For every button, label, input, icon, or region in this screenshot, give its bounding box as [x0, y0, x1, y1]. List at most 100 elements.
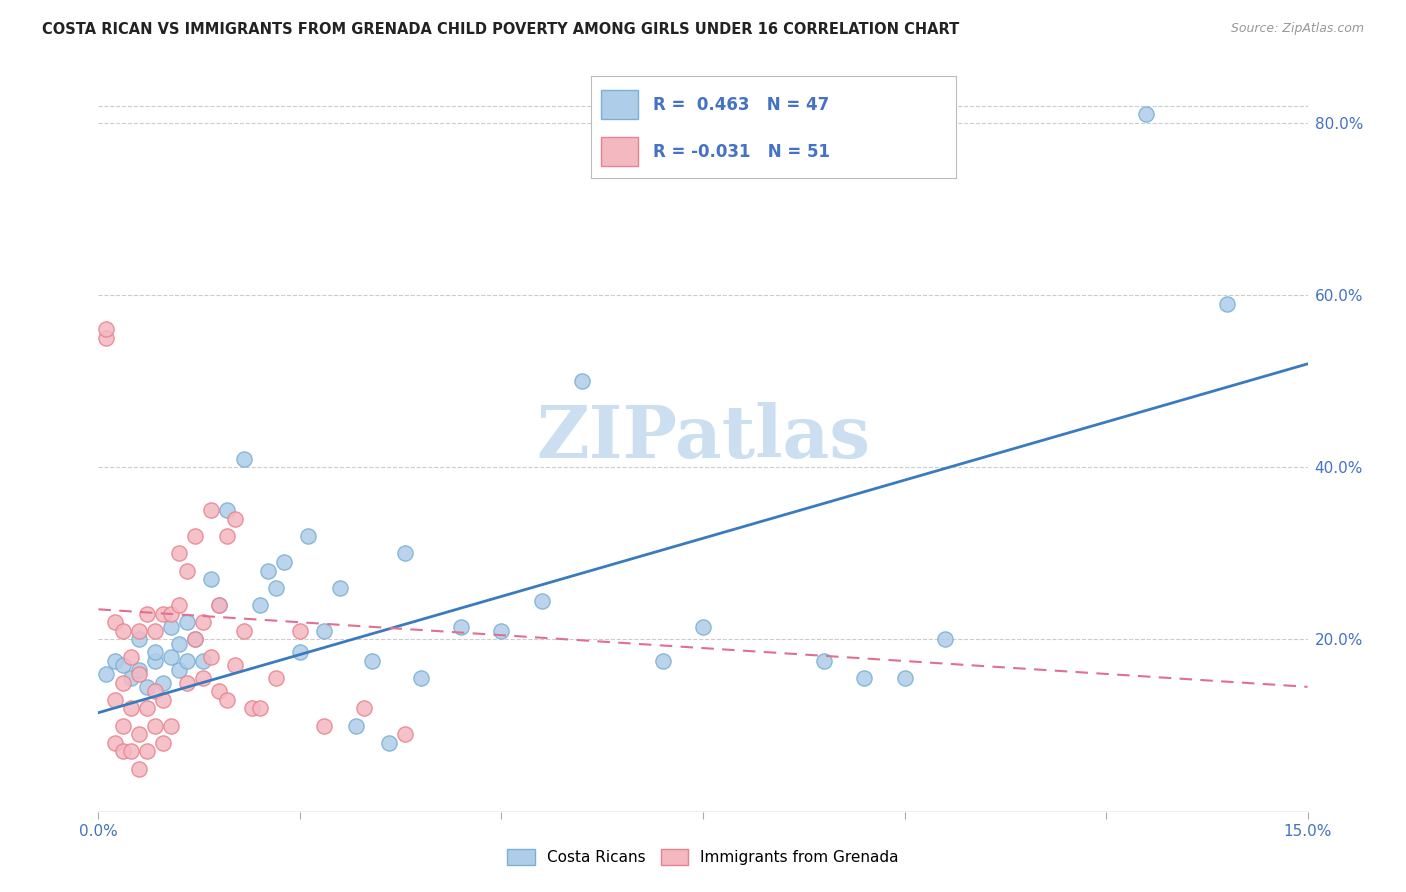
Point — [193, 654, 215, 668]
Point — [135, 701, 157, 715]
Point — [120, 671, 142, 685]
Point — [128, 667, 150, 681]
Point — [314, 718, 336, 732]
Point — [264, 581, 287, 595]
Point — [377, 736, 399, 750]
Point — [361, 654, 384, 668]
Point — [1135, 107, 1157, 121]
Point — [813, 654, 835, 668]
Point — [96, 667, 118, 681]
Point — [853, 671, 876, 685]
Text: R = -0.031   N = 51: R = -0.031 N = 51 — [652, 143, 830, 161]
Point — [152, 607, 174, 621]
Point — [329, 581, 352, 595]
Point — [249, 701, 271, 715]
Point — [224, 512, 246, 526]
Point — [176, 654, 198, 668]
Point — [128, 632, 150, 647]
Point — [193, 615, 215, 630]
Point — [200, 572, 222, 586]
Point — [344, 718, 367, 732]
Point — [167, 637, 190, 651]
Point — [160, 718, 183, 732]
Text: COSTA RICAN VS IMMIGRANTS FROM GRENADA CHILD POVERTY AMONG GIRLS UNDER 16 CORREL: COSTA RICAN VS IMMIGRANTS FROM GRENADA C… — [42, 22, 959, 37]
Point — [176, 564, 198, 578]
Point — [96, 331, 118, 345]
Point — [135, 607, 157, 621]
Point — [103, 736, 125, 750]
Point — [96, 322, 118, 336]
Point — [200, 649, 222, 664]
Point — [288, 624, 311, 638]
Point — [217, 503, 239, 517]
Point — [111, 624, 134, 638]
Point — [394, 727, 416, 741]
Point — [143, 645, 166, 659]
Point — [176, 675, 198, 690]
Point — [143, 684, 166, 698]
Point — [160, 649, 183, 664]
Point — [273, 555, 295, 569]
Point — [208, 684, 231, 698]
Point — [249, 598, 271, 612]
Point — [120, 701, 142, 715]
Point — [651, 654, 673, 668]
Point — [224, 658, 246, 673]
Point — [167, 546, 190, 560]
Point — [1216, 296, 1239, 310]
Point — [176, 615, 198, 630]
Point — [264, 671, 287, 685]
Bar — [602, 90, 638, 119]
Point — [143, 654, 166, 668]
Point — [530, 593, 553, 607]
Point — [111, 658, 134, 673]
Point — [103, 692, 125, 706]
Point — [934, 632, 956, 647]
Point — [184, 632, 207, 647]
Point — [111, 744, 134, 758]
Point — [217, 529, 239, 543]
Point — [143, 718, 166, 732]
Point — [160, 619, 183, 633]
Point — [232, 451, 254, 466]
Point — [409, 671, 432, 685]
Point — [450, 619, 472, 633]
Point — [353, 701, 375, 715]
Point — [193, 671, 215, 685]
Point — [394, 546, 416, 560]
Point — [208, 598, 231, 612]
Bar — [602, 137, 638, 166]
Point — [120, 744, 142, 758]
Point — [128, 762, 150, 776]
Point — [128, 663, 150, 677]
Text: ZIPatlas: ZIPatlas — [536, 401, 870, 473]
Point — [111, 675, 134, 690]
Text: R =  0.463   N = 47: R = 0.463 N = 47 — [652, 95, 830, 113]
Point — [208, 598, 231, 612]
Point — [491, 624, 513, 638]
Point — [167, 598, 190, 612]
Point — [288, 645, 311, 659]
Point — [167, 663, 190, 677]
Point — [135, 680, 157, 694]
Point — [103, 615, 125, 630]
Point — [893, 671, 915, 685]
Point — [103, 654, 125, 668]
Point — [200, 503, 222, 517]
Point — [160, 607, 183, 621]
Point — [240, 701, 263, 715]
Point — [217, 692, 239, 706]
Point — [128, 624, 150, 638]
Point — [120, 649, 142, 664]
Point — [184, 529, 207, 543]
Point — [571, 374, 593, 388]
Point — [152, 692, 174, 706]
Point — [232, 624, 254, 638]
Point — [143, 624, 166, 638]
Legend: Costa Ricans, Immigrants from Grenada: Costa Ricans, Immigrants from Grenada — [501, 843, 905, 871]
Text: Source: ZipAtlas.com: Source: ZipAtlas.com — [1230, 22, 1364, 36]
Point — [135, 744, 157, 758]
Point — [128, 727, 150, 741]
Point — [152, 736, 174, 750]
Point — [184, 632, 207, 647]
